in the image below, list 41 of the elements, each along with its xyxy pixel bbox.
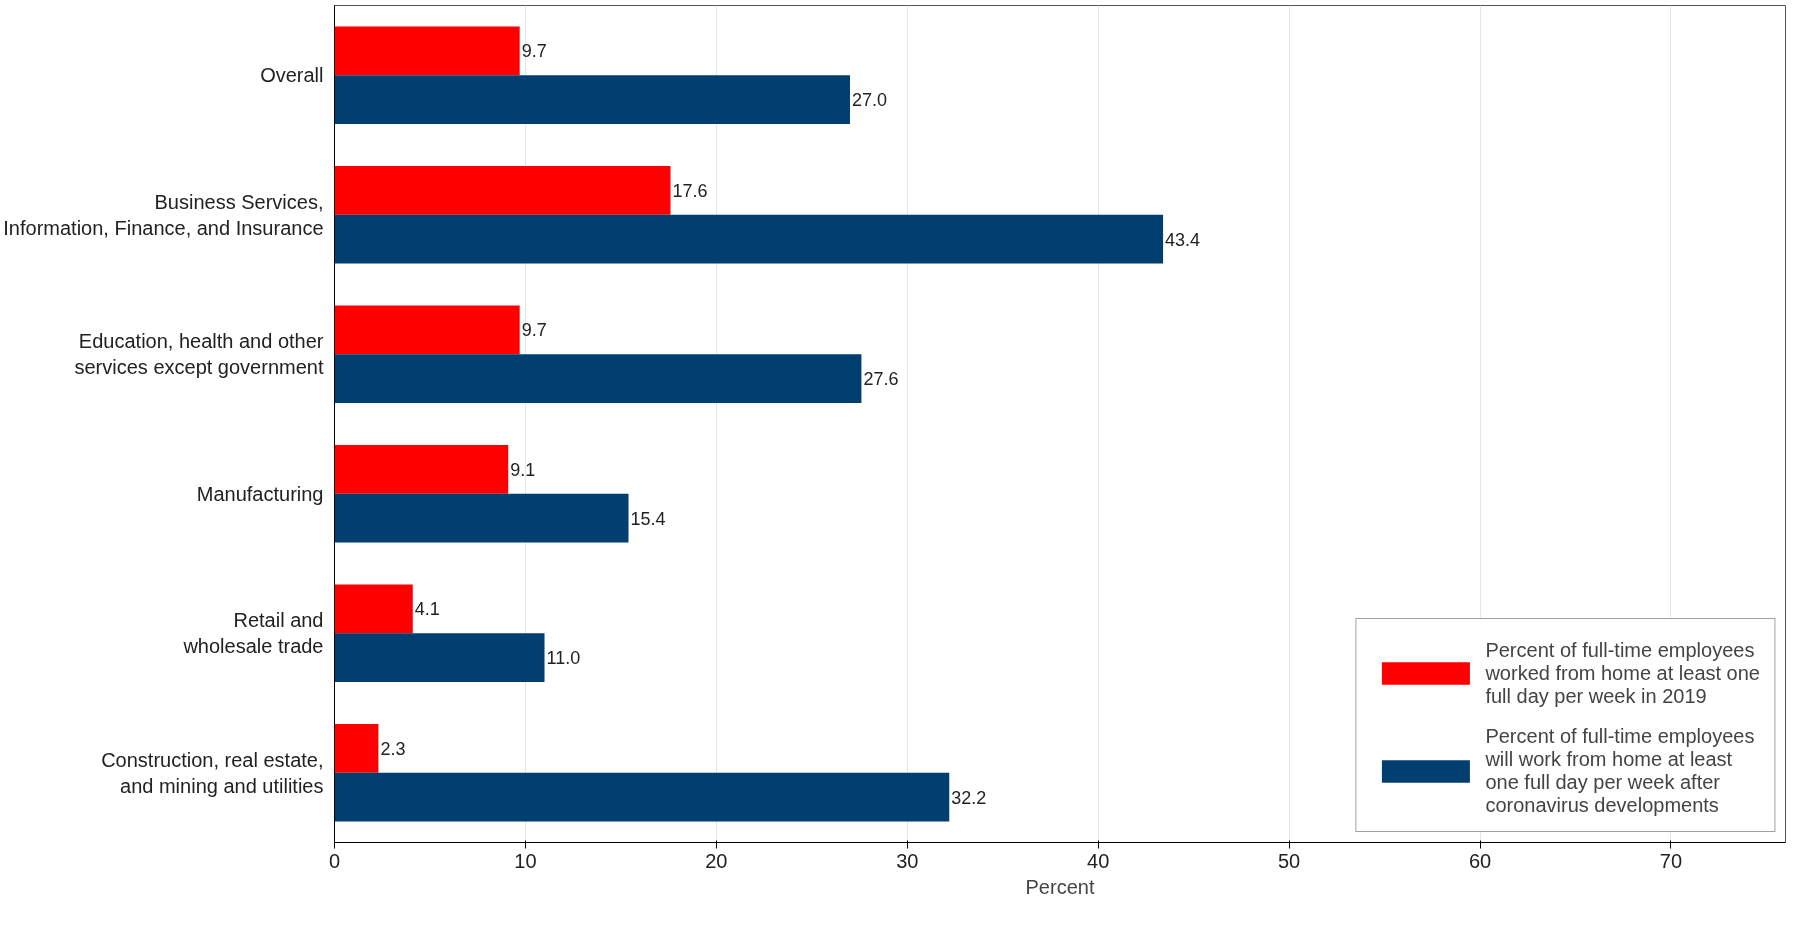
- data-label: 15.4: [630, 508, 666, 529]
- x-axis-title: Percent: [1025, 875, 1095, 898]
- x-tick-label: 10: [514, 849, 537, 872]
- y-tick-label: Business Services, Information, Finance, and Insurance: [3, 190, 324, 239]
- bar: [334, 493, 629, 543]
- x-tick-label: 50: [1277, 849, 1301, 872]
- data-label: 4.1: [414, 599, 440, 620]
- y-tick-label: Retail and wholesale trade: [182, 609, 324, 658]
- x-tick-label: 60: [1468, 849, 1492, 872]
- data-label: 43.4: [1165, 229, 1201, 250]
- bar: [334, 584, 413, 634]
- x-tick-label: 40: [1087, 849, 1110, 872]
- legend-label: Percent of full-time employees will work from home at least one full day per week after coronavirus developments: [1485, 725, 1755, 817]
- data-label: 27.6: [863, 369, 899, 390]
- x-tick-label: 20: [705, 849, 728, 872]
- x-tick-label: 70: [1659, 849, 1683, 872]
- data-label: 17.6: [672, 180, 708, 201]
- bar: [334, 26, 520, 76]
- data-label: 27.0: [851, 90, 888, 111]
- bar: [334, 354, 862, 404]
- data-label: 9.7: [521, 41, 547, 62]
- data-label: 9.7: [521, 320, 547, 341]
- data-label: 11.0: [546, 648, 581, 669]
- data-label: 9.1: [510, 459, 536, 480]
- data-label: 32.2: [951, 787, 987, 808]
- y-tick-label: Education, health and other services except government: [74, 330, 324, 379]
- bar: [334, 75, 850, 125]
- bar: [334, 214, 1164, 264]
- y-tick-label: Manufacturing: [196, 482, 324, 505]
- bar: [334, 772, 950, 822]
- legend-label: Percent of full-time employees worked from home at least one full day per week in 2019: [1485, 637, 1760, 709]
- bar: [334, 633, 545, 683]
- bar: [334, 165, 671, 215]
- bar: [334, 444, 509, 494]
- x-tick-label: 0: [328, 849, 341, 872]
- y-tick-label: Overall: [260, 64, 324, 87]
- bar: [334, 723, 379, 773]
- data-label: 2.3: [380, 738, 406, 759]
- bar: [334, 305, 520, 355]
- x-tick-label: 30: [896, 849, 919, 872]
- y-tick-label: Construction, real estate, and mining and utilities: [101, 748, 324, 797]
